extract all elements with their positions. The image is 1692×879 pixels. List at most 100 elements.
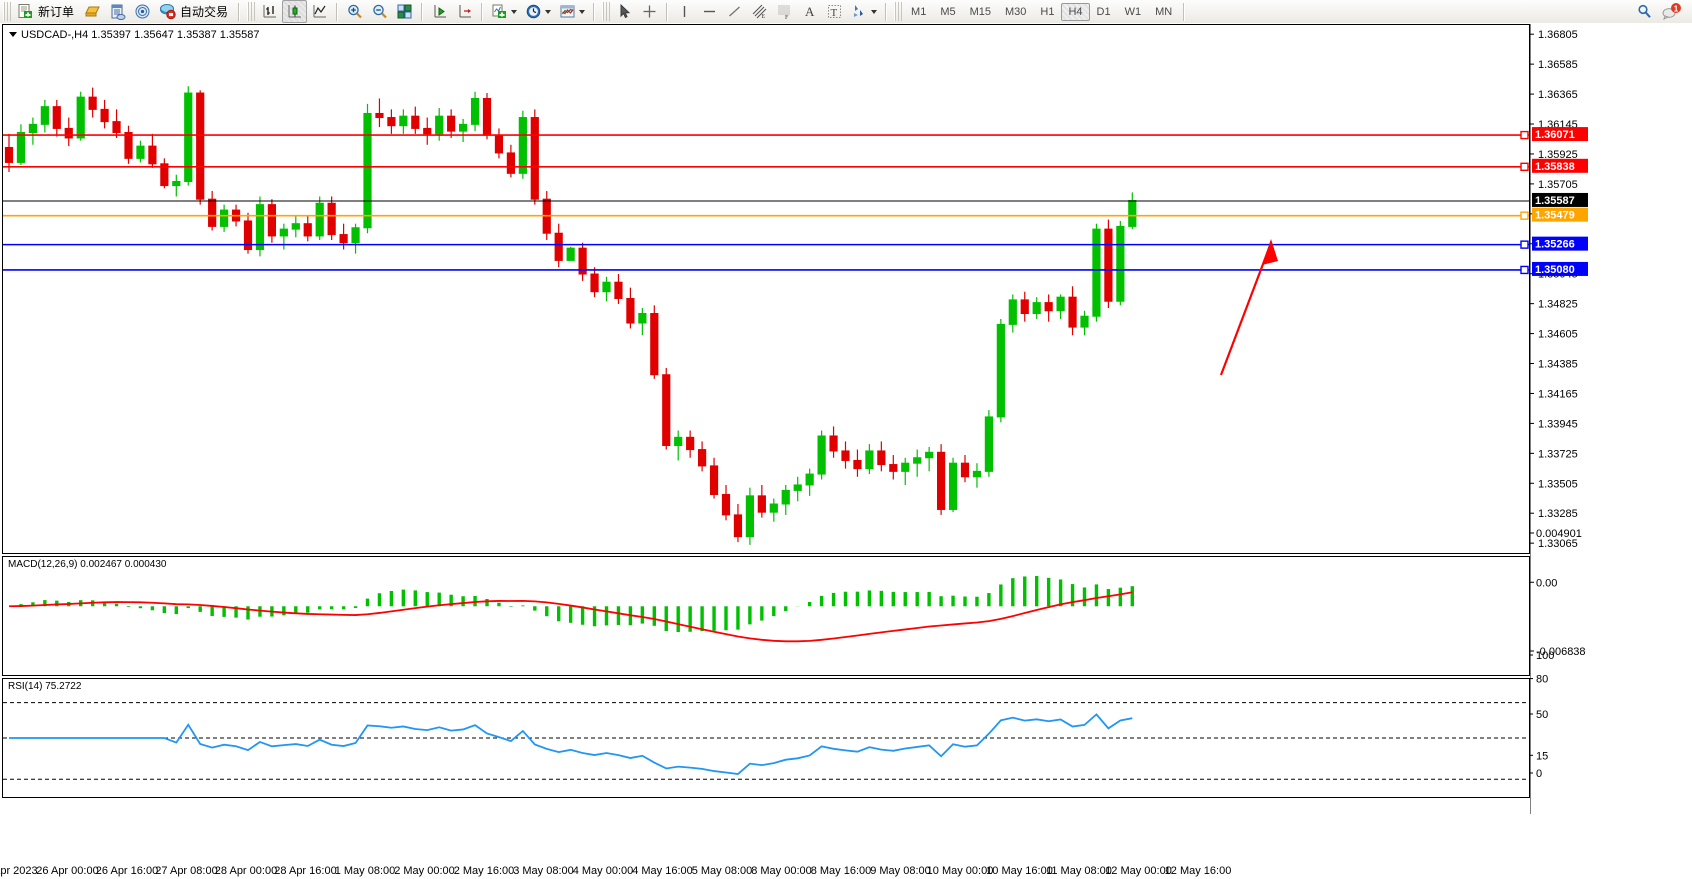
indicators-button[interactable] [487, 0, 521, 23]
indicators-add-icon [491, 3, 508, 20]
shapes-button[interactable] [847, 0, 881, 23]
svg-text:5 May 08:00: 5 May 08:00 [692, 865, 753, 877]
equidistant-channel-button[interactable]: E [747, 0, 772, 23]
timeframe-d1[interactable]: D1 [1096, 5, 1111, 18]
svg-text:0.004901: 0.004901 [1536, 528, 1582, 540]
svg-text:10 May 00:00: 10 May 00:00 [927, 865, 994, 877]
svg-text:1.36585: 1.36585 [1538, 59, 1578, 71]
svg-text:11 May 08:00: 11 May 08:00 [1046, 865, 1112, 877]
tile-windows-icon [396, 3, 413, 20]
line-chart-button[interactable] [307, 0, 332, 23]
label-button[interactable]: T [822, 0, 847, 23]
svg-text:1.36805: 1.36805 [1538, 29, 1578, 41]
zoom-out-icon [371, 3, 388, 20]
tile-windows-button[interactable] [392, 0, 417, 23]
channel-icon: E [751, 3, 768, 20]
svg-text:27 Apr 08:00: 27 Apr 08:00 [155, 865, 217, 877]
svg-text:1 May 08:00: 1 May 08:00 [335, 865, 396, 877]
templates-chevron-down-icon[interactable] [579, 9, 586, 14]
chart-symbol-text: USDCAD-,H4 1.35397 1.35647 1.35387 1.355… [21, 29, 260, 41]
timeframe-h4[interactable]: H4 [1061, 2, 1090, 21]
toolbar-separator-3 [421, 2, 424, 21]
timeframe-h1[interactable]: H1 [1040, 5, 1055, 18]
navigator-button[interactable] [130, 0, 155, 23]
bar-chart-button[interactable] [257, 0, 282, 23]
chart-shift-icon [456, 3, 473, 20]
rsi-plot [3, 702, 1529, 780]
zoom-out-button[interactable] [367, 0, 392, 23]
price-tag-pivot: 1.35479 [1532, 207, 1588, 222]
templates-button[interactable] [555, 0, 589, 23]
svg-text:A: A [805, 4, 815, 19]
auto-scroll-icon [431, 3, 448, 20]
periods-chevron-down-icon[interactable] [545, 9, 552, 14]
svg-text:26 Apr 00:00: 26 Apr 00:00 [36, 865, 98, 877]
macd-plot [8, 576, 1135, 643]
periods-button[interactable] [521, 0, 555, 23]
svg-text:1.34385: 1.34385 [1538, 359, 1578, 371]
new-order-button[interactable]: 新订单 [13, 0, 80, 23]
data-window-button[interactable] [105, 0, 130, 23]
price-tag-current-bid: 1.35587 [1532, 192, 1588, 207]
trendline-button[interactable] [722, 0, 747, 23]
svg-text:8 May 16:00: 8 May 16:00 [811, 865, 872, 877]
svg-text:0.00: 0.00 [1536, 577, 1557, 589]
svg-text:1.35587: 1.35587 [1535, 195, 1575, 207]
timeframe-w1[interactable]: W1 [1124, 5, 1142, 18]
main-toolbar: 新订单 [0, 0, 1692, 24]
toolbar-separator-8 [1183, 2, 1186, 21]
svg-text:1.35705: 1.35705 [1538, 179, 1578, 191]
svg-text:1.34165: 1.34165 [1538, 388, 1578, 400]
svg-text:1.33505: 1.33505 [1538, 478, 1578, 490]
svg-text:1.35080: 1.35080 [1535, 264, 1575, 276]
svg-text:E: E [762, 14, 766, 20]
svg-text:15: 15 [1536, 750, 1548, 762]
timeframe-m5[interactable]: M5 [940, 5, 956, 18]
svg-text:28 Apr 16:00: 28 Apr 16:00 [274, 865, 336, 877]
chart-shift-button[interactable] [452, 0, 477, 23]
rsi-header: RSI(14) 75.2722 [8, 681, 82, 692]
chart-toolbar-grip[interactable] [247, 2, 256, 21]
svg-text:28 Apr 00:00: 28 Apr 00:00 [215, 865, 277, 877]
timeframe-m1[interactable]: M1 [911, 5, 927, 18]
chart-menu-triangle-icon[interactable] [9, 32, 17, 37]
price-pane[interactable]: USDCAD-,H4 1.35397 1.35647 1.35387 1.355… [2, 24, 1530, 554]
timeframe-m15[interactable]: M15 [969, 5, 991, 18]
svg-text:9 May 08:00: 9 May 08:00 [870, 865, 931, 877]
search-button[interactable] [1632, 0, 1657, 23]
vertical-line-button[interactable] [672, 0, 697, 23]
svg-text:1.36365: 1.36365 [1538, 89, 1578, 101]
horizontal-line-button[interactable] [697, 0, 722, 23]
svg-text:1.35479: 1.35479 [1535, 210, 1575, 222]
autotrading-button[interactable]: 自动交易 [155, 0, 234, 23]
price-axis[interactable]: 1.368051.365851.363651.361451.359251.357… [1530, 24, 1692, 814]
fibonacci-button[interactable]: F [772, 0, 797, 23]
indicators-chevron-down-icon[interactable] [511, 9, 518, 14]
rsi-pane[interactable]: RSI(14) 75.2722 [2, 678, 1530, 798]
autotrading-label: 自动交易 [180, 4, 229, 19]
bar-chart-icon [261, 3, 278, 20]
text-button[interactable]: A [797, 0, 822, 23]
new-order-label: 新订单 [38, 4, 75, 19]
drawing-toolbar-grip[interactable] [602, 2, 611, 21]
timeframe-m30[interactable]: M30 [1005, 5, 1027, 18]
toolbar-separator-6 [666, 2, 669, 21]
expert-advisors-button[interactable] [80, 0, 105, 23]
svg-text:8 May 00:00: 8 May 00:00 [751, 865, 812, 877]
toolbar-grip[interactable] [3, 2, 11, 21]
timeframe-toolbar-grip[interactable] [894, 2, 903, 21]
zoom-in-button[interactable] [342, 0, 367, 23]
macd-pane[interactable]: MACD(12,26,9) 0.002467 0.000430 [2, 556, 1530, 676]
candlestick-chart-button[interactable] [282, 0, 308, 23]
svg-text:T: T [831, 7, 838, 19]
price-plot [3, 86, 1529, 545]
svg-text:1.36071: 1.36071 [1535, 129, 1575, 141]
chart-area[interactable]: USDCAD-,H4 1.35397 1.35647 1.35387 1.355… [0, 23, 1692, 879]
horizontal-line-icon [701, 3, 718, 20]
timeframe-mn[interactable]: MN [1155, 5, 1173, 18]
auto-scroll-button[interactable] [427, 0, 452, 23]
notification-button[interactable]: 1 [1657, 0, 1692, 23]
crosshair-button[interactable] [637, 0, 662, 23]
shapes-chevron-down-icon[interactable] [871, 9, 878, 14]
cursor-button[interactable] [612, 0, 637, 23]
